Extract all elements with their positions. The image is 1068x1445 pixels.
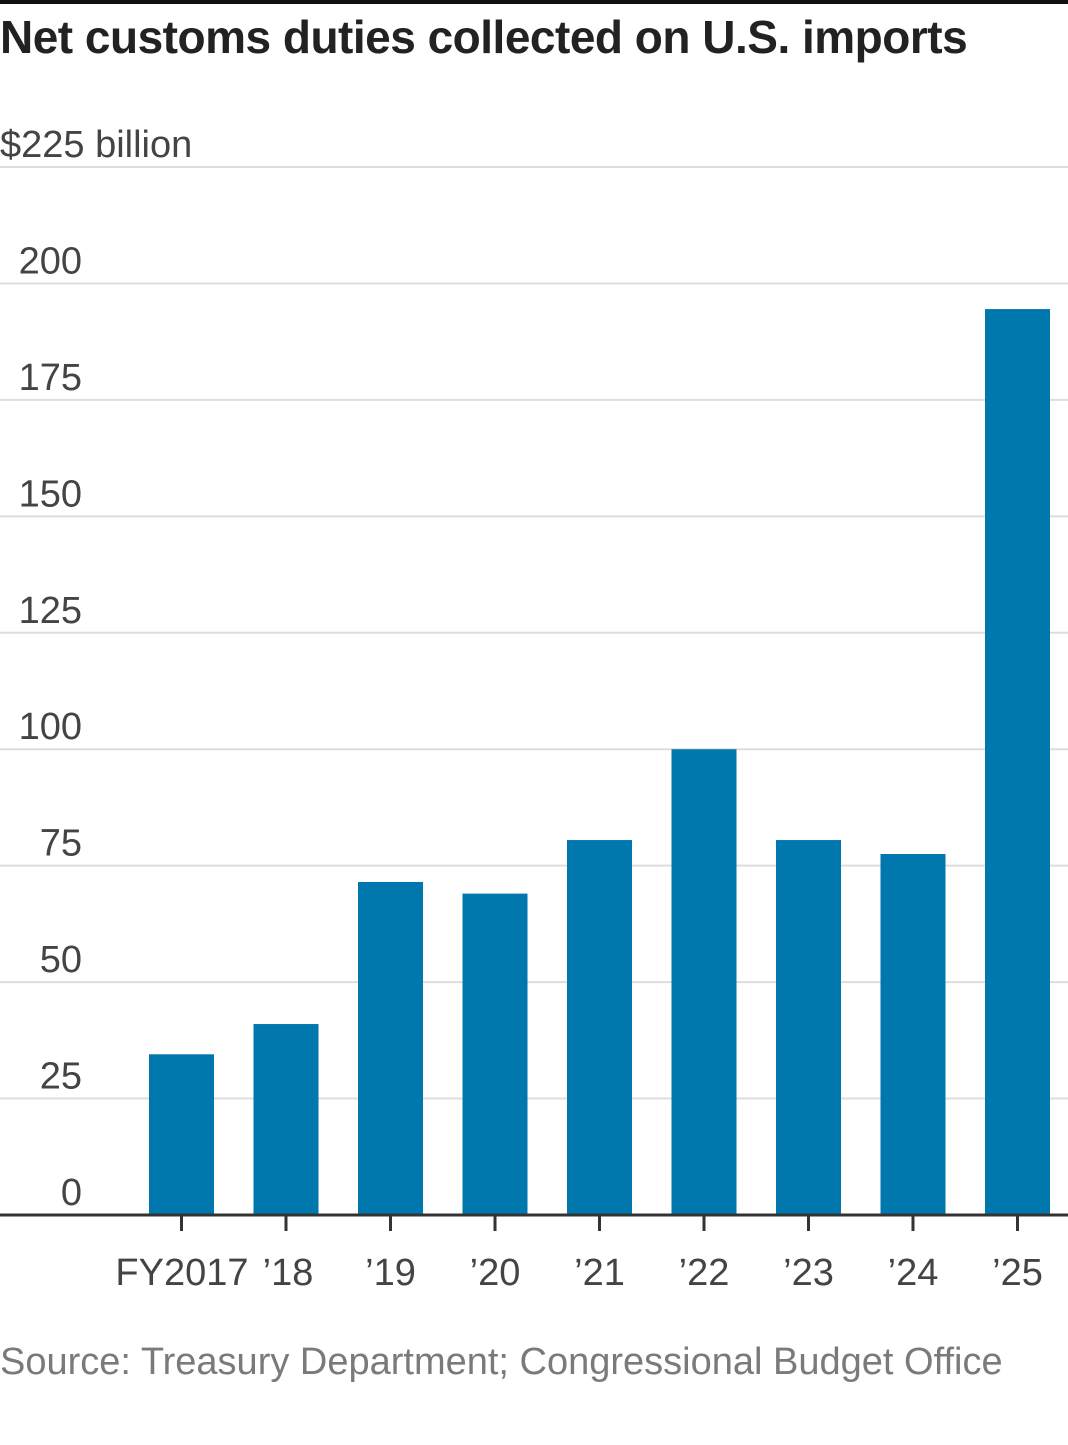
bar xyxy=(880,854,946,1215)
bar xyxy=(358,881,423,1215)
chart-title: Net customs duties collected on U.S. imp… xyxy=(0,11,968,63)
source-note: Source: Treasury Department; Congression… xyxy=(0,1341,1003,1383)
bar xyxy=(776,840,841,1215)
y-tick-label: 125 xyxy=(19,590,82,632)
bars xyxy=(149,309,1050,1215)
gridlines xyxy=(0,166,1068,1100)
y-tick-label: 100 xyxy=(19,706,82,748)
bar xyxy=(985,309,1050,1215)
x-axis xyxy=(0,1213,1068,1231)
bar xyxy=(671,749,737,1215)
bar xyxy=(253,1024,319,1215)
y-tick-label: 75 xyxy=(40,823,82,865)
top-rule xyxy=(0,0,1068,4)
y-tick-label: 200 xyxy=(19,240,82,282)
x-tick-labels: FY2017 ’18 ’19 ’20 ’21 ’22 ’23 ’24 ’25 xyxy=(115,1252,1042,1294)
x-tick-label: ’25 xyxy=(992,1252,1043,1294)
bar xyxy=(567,840,632,1215)
bar xyxy=(149,1054,214,1215)
y-tick-label: 175 xyxy=(19,357,82,399)
x-tick-label: ’19 xyxy=(365,1252,416,1294)
y-tick-label: 25 xyxy=(40,1056,82,1098)
x-tick-label: ’20 xyxy=(470,1252,521,1294)
bar-chart: 0 25 50 75 100 125 150 175 200 $225 billion FY201… xyxy=(0,124,1068,1294)
y-tick-label: 150 xyxy=(19,473,82,515)
y-tick-label: 0 xyxy=(61,1172,82,1214)
bar xyxy=(462,893,528,1215)
y-tick-label: 50 xyxy=(40,939,82,981)
y-tick-labels: 0 25 50 75 100 125 150 175 200 $225 billion xyxy=(0,124,192,1214)
x-tick-label: ’24 xyxy=(888,1252,939,1294)
x-tick-label: ’18 xyxy=(263,1252,314,1294)
x-tick-label: ’21 xyxy=(574,1252,625,1294)
y-tick-label: $225 billion xyxy=(0,124,192,166)
x-tick-label: ’23 xyxy=(783,1252,834,1294)
x-tick-label: FY2017 xyxy=(115,1252,248,1294)
x-tick-label: ’22 xyxy=(679,1252,730,1294)
